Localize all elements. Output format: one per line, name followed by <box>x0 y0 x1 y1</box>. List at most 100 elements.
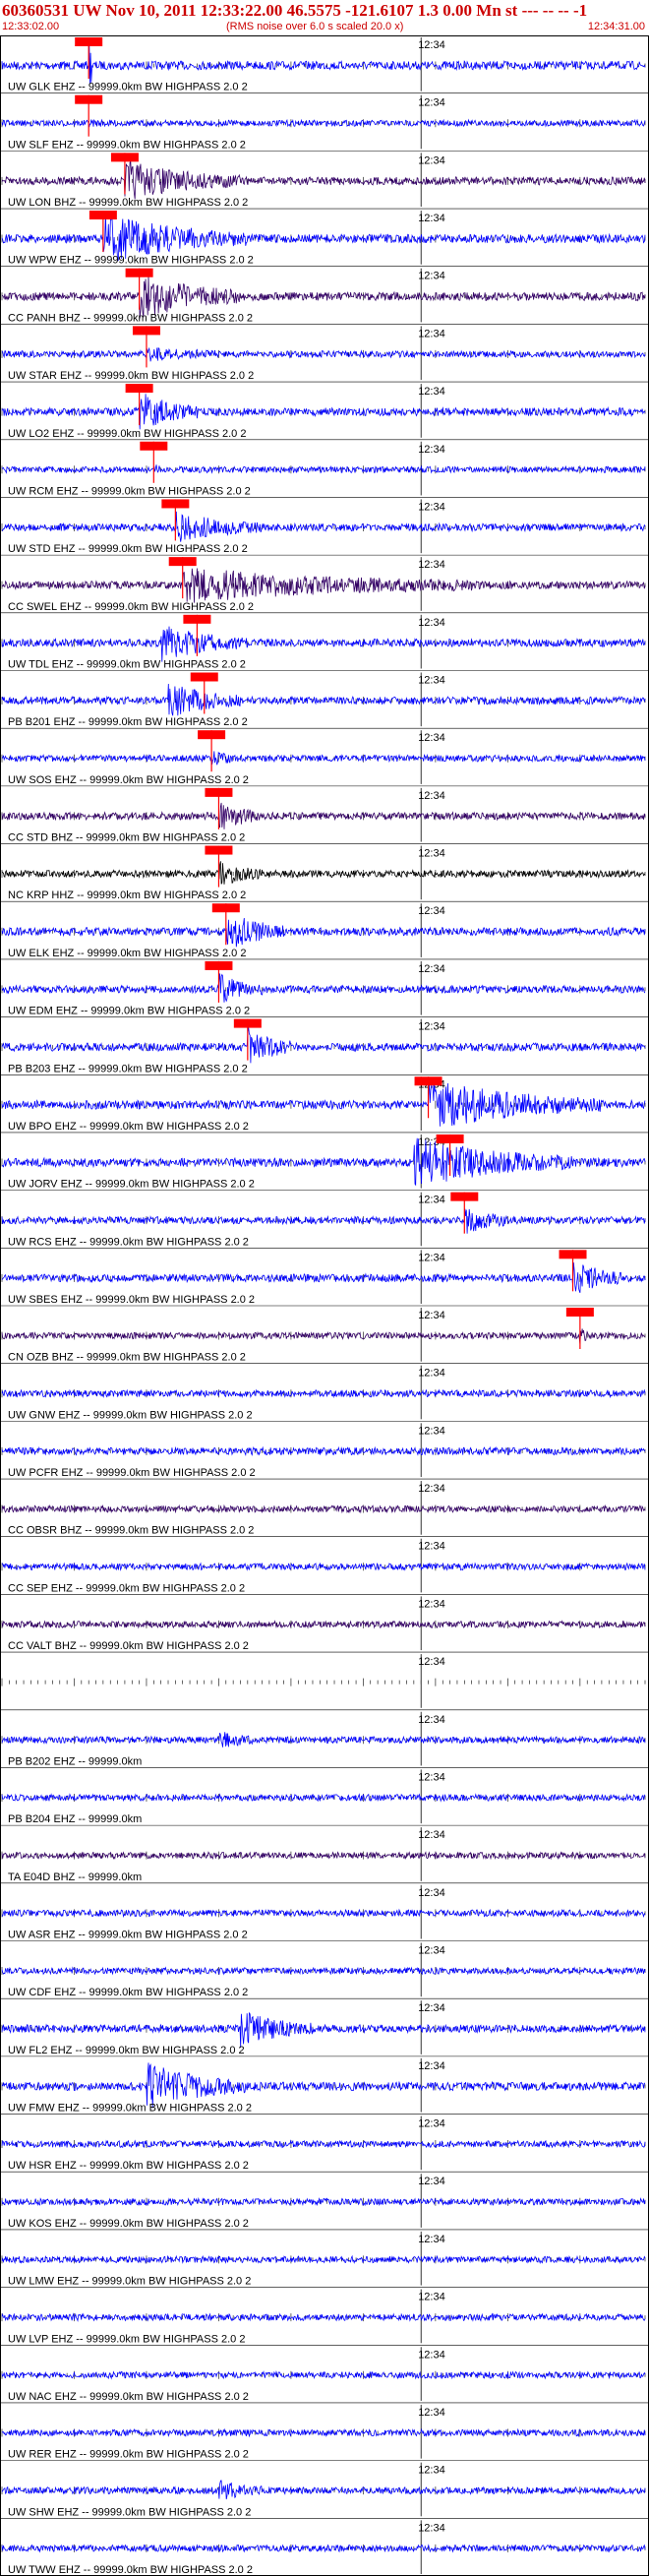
station-label: UW SBES EHZ -- 99999.0km BW HIGHPASS 2.0… <box>8 1294 255 1306</box>
station-label: UW BPO EHZ -- 99999.0km BW HIGHPASS 2.0 … <box>8 1121 249 1133</box>
waveform-trace <box>1 2544 646 2553</box>
waveform-trace <box>1 626 646 662</box>
minute-label: 12:34 <box>418 1771 445 1783</box>
waveform-trace <box>1 213 646 262</box>
waveform-trace <box>1 2427 646 2438</box>
minute-label: 12:34 <box>418 2522 445 2534</box>
waveform-trace <box>1 1262 646 1293</box>
waveform-trace <box>1 1966 646 1976</box>
end-time: 12:34:31.00 <box>587 21 645 32</box>
minute-label: 12:34 <box>418 2465 445 2477</box>
minute-label: 12:34 <box>418 1021 445 1033</box>
waveform-trace <box>1 1388 646 1399</box>
waveform-trace <box>2 346 646 362</box>
waveform-trace <box>1 2370 646 2380</box>
minute-label: 12:34 <box>418 386 445 398</box>
minute-label: 12:34 <box>418 1195 445 1206</box>
station-label: UW TDL EHZ -- 99999.0km BW HIGHPASS 2.0 … <box>8 659 246 671</box>
minute-label: 12:34 <box>418 2234 445 2245</box>
waveform-trace <box>1 2312 646 2322</box>
waveform-trace <box>1 2062 646 2109</box>
station-label: UW LON BHZ -- 99999.0km BW HIGHPASS 2.0 … <box>8 197 248 209</box>
station-label: UW LO2 EHZ -- 99999.0km BW HIGHPASS 2.0 … <box>8 428 246 440</box>
waveform-trace <box>2 751 646 766</box>
station-label: UW ELK EHZ -- 99999.0km BW HIGHPASS 2.0 … <box>8 948 246 959</box>
station-label: PB B202 EHZ -- 99999.0km <box>8 1755 142 1767</box>
station-label: UW FL2 EHZ -- 99999.0km BW HIGHPASS 2.0 … <box>8 2045 245 2056</box>
waveform-trace <box>1 1732 646 1748</box>
seismogram-plot: 12:34 UW GLK EHZ -- 99999.0km BW HIGHPASS… <box>0 35 649 2576</box>
station-label: PB B204 EHZ -- 99999.0km <box>8 1813 142 1825</box>
header: 60360531 UW Nov 10, 2011 12:33:22.00 46.… <box>0 0 649 35</box>
station-label: UW PCFR EHZ -- 99999.0km BW HIGHPASS 2.0… <box>8 1467 256 1479</box>
waveform-trace <box>1 1445 646 1456</box>
minute-label: 12:34 <box>418 617 445 629</box>
waveform-trace <box>1 394 646 430</box>
station-label: UW SOS EHZ -- 99999.0km BW HIGHPASS 2.0 … <box>8 774 249 786</box>
minute-label: 12:34 <box>418 444 445 456</box>
waveform-trace <box>1 1503 646 1514</box>
waveform-trace <box>2 1137 646 1187</box>
waveform-trace <box>1 1793 646 1803</box>
waveform-trace <box>1 511 646 542</box>
station-label: UW STD EHZ -- 99999.0km BW HIGHPASS 2.0 … <box>8 543 248 555</box>
minute-label: 12:34 <box>418 732 445 744</box>
minute-label: 12:34 <box>418 1598 445 1610</box>
station-label: UW NAC EHZ -- 99999.0km BW HIGHPASS 2.0 … <box>8 2391 249 2403</box>
minute-label: 12:34 <box>418 2349 445 2361</box>
minute-label: 12:34 <box>418 1887 445 1899</box>
station-label: CC STD BHZ -- 99999.0km BW HIGHPASS 2.0 … <box>8 832 245 844</box>
minute-label: 12:34 <box>418 1368 445 1380</box>
station-label: UW LMW EHZ -- 99999.0km BW HIGHPASS 2.0 … <box>8 2276 251 2288</box>
waveform-trace <box>1 275 646 319</box>
station-label: CC PANH BHZ -- 99999.0km BW HIGHPASS 2.0… <box>8 312 253 324</box>
minute-label: 12:34 <box>418 790 445 802</box>
station-label: UW HSR EHZ -- 99999.0km BW HIGHPASS 2.0 … <box>8 2160 249 2172</box>
station-label: UW RCM EHZ -- 99999.0km BW HIGHPASS 2.0 … <box>8 485 251 497</box>
minute-label: 12:34 <box>418 1425 445 1437</box>
station-label: UW SHW EHZ -- 99999.0km BW HIGHPASS 2.0 … <box>8 2506 251 2518</box>
waveform-trace <box>1 973 646 1003</box>
station-label: CC VALT BHZ -- 99999.0km BW HIGHPASS 2.0… <box>8 1640 249 1652</box>
waveform-trace <box>1 464 646 474</box>
event-title: 60360531 UW Nov 10, 2011 12:33:22.00 46.… <box>2 1 588 20</box>
station-label: UW FMW EHZ -- 99999.0km BW HIGHPASS 2.0 … <box>8 2103 252 2115</box>
minute-label: 12:34 <box>418 2118 445 2130</box>
station-label: UW GNW EHZ -- 99999.0km BW HIGHPASS 2.0 … <box>8 1409 253 1421</box>
waveform-trace <box>1 2196 646 2207</box>
waveform-trace <box>1 1026 646 1064</box>
station-label: UW RER EHZ -- 99999.0km BW HIGHPASS 2.0 … <box>8 2449 249 2461</box>
station-label: UW ASR EHZ -- 99999.0km BW HIGHPASS 2.0 … <box>8 1930 248 1941</box>
minute-label: 12:34 <box>418 848 445 860</box>
minute-label: 12:34 <box>418 2002 445 2014</box>
waveform-trace <box>1 159 646 200</box>
station-label: CC OBSR BHZ -- 99999.0km BW HIGHPASS 2.0… <box>8 1525 254 1537</box>
waveform-trace <box>1 861 646 885</box>
minute-label: 12:34 <box>418 2176 445 2187</box>
minute-label: 12:34 <box>418 213 445 224</box>
start-time: 12:33:02.00 <box>2 21 60 32</box>
station-label: UW STAR EHZ -- 99999.0km BW HIGHPASS 2.0… <box>8 370 254 382</box>
station-label: UW GLK EHZ -- 99999.0km BW HIGHPASS 2.0 … <box>8 82 248 93</box>
minute-label: 12:34 <box>418 559 445 571</box>
station-label: UW LVP EHZ -- 99999.0km BW HIGHPASS 2.0 … <box>8 2333 245 2345</box>
station-label: UW TWW EHZ -- 99999.0km BW HIGHPASS 2.0 … <box>8 2564 253 2576</box>
station-label: UW KOS EHZ -- 99999.0km BW HIGHPASS 2.0 … <box>8 2218 249 2230</box>
station-label: UW EDM EHZ -- 99999.0km BW HIGHPASS 2.0 … <box>8 1006 250 1017</box>
minute-label: 12:34 <box>418 271 445 282</box>
minute-label: 12:34 <box>418 2407 445 2419</box>
waveform-trace <box>1 2139 646 2149</box>
station-label: TA E04D BHZ -- 99999.0km <box>8 1871 142 1883</box>
minute-label: 12:34 <box>418 1714 445 1726</box>
minute-label: 12:34 <box>418 1310 445 1321</box>
station-label: UW CDF EHZ -- 99999.0km BW HIGHPASS 2.0 … <box>8 1987 248 1998</box>
station-label: UW JORV EHZ -- 99999.0km BW HIGHPASS 2.0… <box>8 1179 255 1191</box>
waveform-trace <box>1 917 646 948</box>
station-label: PB B201 EHZ -- 99999.0km BW HIGHPASS 2.0… <box>8 716 248 728</box>
station-label: PB B203 EHZ -- 99999.0km BW HIGHPASS 2.0… <box>8 1063 248 1074</box>
minute-label: 12:34 <box>418 1945 445 1957</box>
minute-label: 12:34 <box>418 963 445 975</box>
waveform-trace <box>1 118 646 128</box>
waveform-trace <box>1 2011 646 2048</box>
minute-label: 12:34 <box>418 1483 445 1495</box>
